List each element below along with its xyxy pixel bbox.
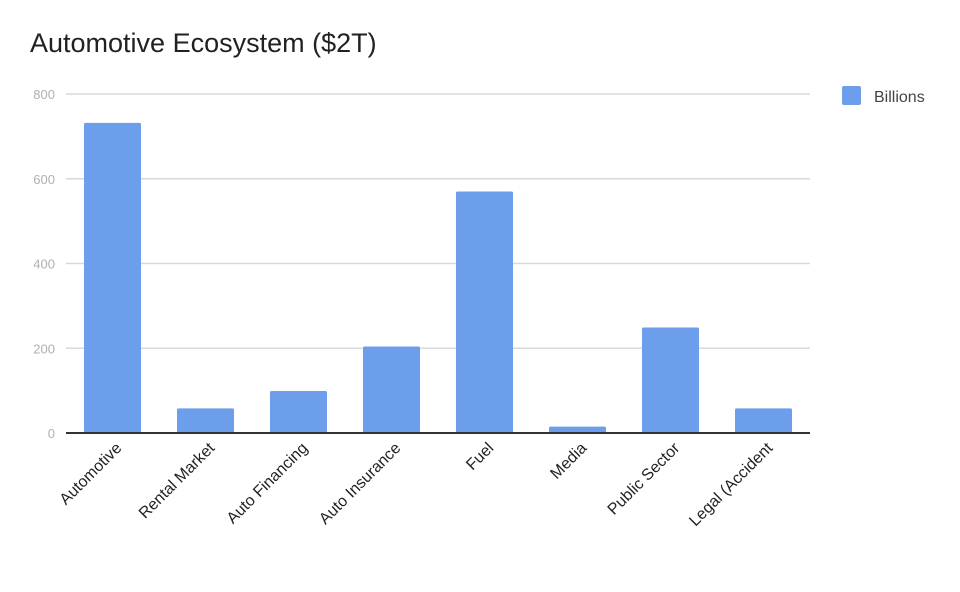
y-tick-label: 200 <box>33 341 55 356</box>
x-tick-label: Automotive <box>57 440 126 509</box>
bar[interactable] <box>642 327 699 433</box>
bar[interactable] <box>363 346 420 433</box>
x-tick-label: Auto Insurance <box>316 440 404 528</box>
legend-swatch <box>842 86 861 105</box>
bar[interactable] <box>84 122 141 433</box>
chart-title: Automotive Ecosystem ($2T) <box>30 28 377 58</box>
bar[interactable] <box>177 408 234 433</box>
y-tick-label: 600 <box>33 172 55 187</box>
x-tick-label: Fuel <box>463 440 497 474</box>
y-tick-label: 800 <box>33 87 55 102</box>
x-tick-label: Rental Market <box>136 439 219 522</box>
bar[interactable] <box>549 426 606 433</box>
x-tick-label: Auto Financing <box>224 440 311 527</box>
x-tick-label: Media <box>547 440 590 483</box>
y-tick-label: 400 <box>33 257 55 272</box>
bar[interactable] <box>456 191 513 433</box>
x-tick-label: Public Sector <box>605 439 684 518</box>
y-tick-label: 0 <box>48 426 55 441</box>
x-tick-label: Legal (Accident <box>686 439 776 529</box>
bar[interactable] <box>270 391 327 433</box>
bar[interactable] <box>735 408 792 433</box>
legend-label: Billions <box>874 89 925 106</box>
